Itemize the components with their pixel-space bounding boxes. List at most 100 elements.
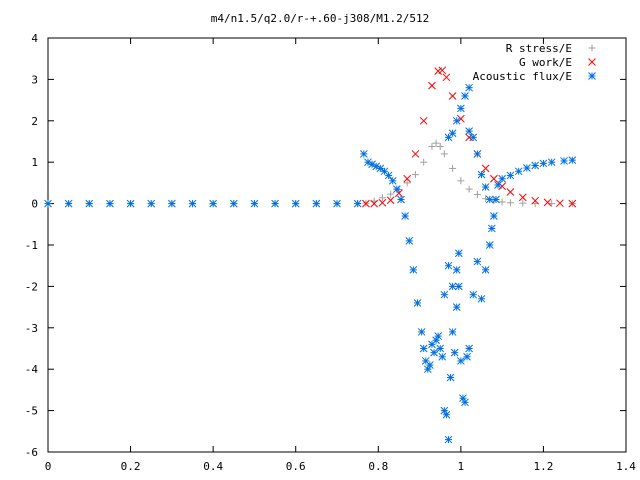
x-tick-label: 0.6	[286, 460, 306, 473]
data-point	[250, 199, 259, 208]
data-point	[397, 195, 405, 204]
data-point	[438, 66, 447, 75]
data-point	[432, 139, 440, 147]
data-point	[271, 199, 279, 208]
data-point	[444, 133, 453, 142]
data-point	[481, 265, 490, 274]
y-tick-label: -6	[25, 446, 38, 459]
data-point	[434, 332, 443, 340]
data-point	[444, 261, 453, 270]
data-point	[465, 185, 473, 193]
data-point	[469, 133, 478, 142]
data-point	[168, 199, 176, 208]
data-point	[482, 195, 490, 203]
y-tick-label: 3	[31, 73, 38, 86]
x-tick-label: 0.8	[368, 460, 388, 473]
data-point	[229, 199, 238, 208]
data-point	[448, 92, 457, 100]
data-point	[401, 212, 409, 220]
data-point	[469, 290, 478, 299]
data-point	[477, 294, 486, 303]
y-tick-label: -2	[25, 280, 38, 293]
data-point	[477, 170, 486, 179]
data-point	[147, 199, 156, 208]
data-point	[393, 185, 401, 193]
data-point	[473, 150, 482, 158]
data-point	[465, 127, 473, 136]
data-point	[473, 257, 482, 266]
data-point	[450, 348, 459, 357]
data-point	[428, 81, 436, 90]
data-point	[359, 150, 368, 158]
data-point	[481, 164, 490, 173]
data-point	[506, 188, 515, 196]
data-point	[370, 199, 379, 208]
data-point	[44, 199, 52, 208]
data-point	[333, 199, 341, 208]
y-tick-label: -1	[25, 239, 38, 252]
data-point	[403, 179, 411, 187]
data-point	[442, 73, 451, 82]
data-point	[560, 157, 568, 165]
data-point	[547, 158, 556, 167]
series-layer	[44, 66, 577, 444]
data-point	[539, 159, 548, 168]
data-point	[506, 199, 514, 207]
data-point	[498, 198, 506, 206]
data-point	[419, 116, 428, 125]
x-tick-label: 0.2	[121, 460, 141, 473]
data-point	[519, 199, 527, 207]
data-point	[531, 161, 540, 170]
y-tick-label: 1	[31, 156, 38, 169]
data-point	[442, 410, 451, 419]
data-point	[440, 290, 449, 299]
data-point	[452, 265, 461, 274]
y-tick-label: -3	[25, 322, 38, 335]
data-point	[490, 212, 498, 220]
data-point	[457, 104, 465, 113]
data-point	[448, 328, 457, 336]
data-point	[421, 357, 430, 365]
y-tick-label: -5	[25, 405, 38, 418]
data-point	[440, 406, 449, 415]
data-point	[543, 198, 552, 207]
data-point	[426, 361, 434, 369]
legend-marker	[588, 72, 596, 80]
x-tick-label: 0	[45, 460, 52, 473]
y-tick-label: -4	[25, 363, 39, 376]
x-tick-label: 1	[458, 460, 465, 473]
data-point	[126, 199, 135, 208]
data-point	[430, 348, 438, 357]
data-point	[452, 116, 461, 125]
data-point	[419, 344, 428, 353]
data-point	[378, 194, 386, 202]
data-point	[498, 174, 506, 183]
data-point	[485, 195, 494, 204]
x-tick-label: 0.4	[203, 460, 223, 473]
data-point	[362, 199, 370, 208]
data-point	[417, 328, 426, 336]
data-point	[85, 199, 94, 208]
data-point	[403, 174, 412, 183]
data-point	[454, 282, 463, 291]
data-point	[449, 164, 457, 172]
data-point	[376, 164, 385, 173]
data-point	[353, 199, 362, 208]
data-point	[487, 224, 496, 233]
data-point	[411, 150, 420, 158]
plot-frame	[47, 37, 627, 453]
legend-marker	[588, 58, 596, 66]
data-point	[485, 241, 494, 249]
data-point	[461, 398, 469, 407]
data-point	[446, 373, 455, 382]
x-tick-label: 1.4	[616, 460, 636, 473]
data-point	[428, 142, 436, 150]
data-point	[384, 171, 393, 180]
legend-label: Acoustic flux/E	[473, 70, 572, 83]
data-point	[378, 198, 387, 207]
data-point	[457, 177, 465, 185]
data-point	[436, 142, 444, 150]
legend-label: G work/E	[519, 56, 572, 69]
data-point	[444, 435, 453, 444]
